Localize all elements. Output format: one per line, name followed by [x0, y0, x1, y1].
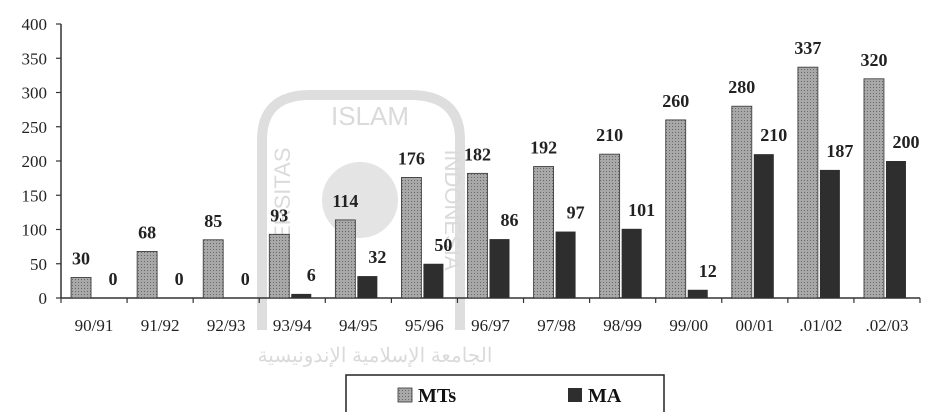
bar-mts [665, 119, 687, 299]
legend-label-ma: MA [588, 385, 622, 407]
y-tick-label: 350 [22, 49, 48, 68]
y-axis-ticks: 0 50 100 150 200 250 300 350 400 [22, 15, 61, 308]
x-tick-label: .02/03 [865, 316, 908, 335]
data-label-mts: 68 [138, 222, 156, 242]
seal-emblem [322, 162, 398, 238]
x-tick-label: 93/94 [273, 316, 312, 335]
y-tick-label: 50 [30, 255, 47, 274]
x-tick-label: 97/98 [537, 316, 576, 335]
data-label-mts: 280 [728, 77, 755, 97]
data-label-ma: 200 [892, 132, 919, 152]
watermark-arabic-text: الجامعة الإسلامية الإندونيسية [258, 345, 493, 368]
bar-ma [489, 239, 510, 298]
data-label-ma: 0 [109, 269, 118, 289]
y-tick-label: 200 [22, 152, 48, 171]
data-label-ma: 0 [175, 269, 184, 289]
data-label-mts: 30 [72, 248, 90, 268]
data-label-mts: 182 [464, 144, 491, 164]
bar-mts [599, 153, 621, 299]
data-label-ma: 32 [368, 247, 386, 267]
bar-mts [401, 177, 422, 299]
data-label-mts: 176 [398, 148, 425, 168]
bar-mts [863, 78, 885, 299]
data-label-ma: 50 [434, 235, 452, 255]
legend: MTs MA [345, 374, 665, 412]
bar-mts [731, 105, 753, 299]
x-tick-label: 95/96 [405, 316, 444, 335]
bar-ma [621, 228, 642, 298]
legend-swatch-ma [568, 388, 582, 402]
data-label-ma: 12 [699, 261, 717, 281]
bar-mts [533, 166, 554, 299]
data-label-ma: 0 [241, 269, 250, 289]
watermark-seal: ISLAM UNIVERSITAS INDONESIA الجامعة الإس… [257, 90, 493, 368]
bar-mts [202, 239, 224, 299]
data-label-mts: 192 [530, 137, 557, 157]
y-tick-label: 150 [22, 186, 48, 205]
x-tick-label: 00/01 [735, 316, 774, 335]
bar-ma [687, 289, 708, 298]
x-tick-label: 99/00 [669, 316, 708, 335]
bar-mts [467, 172, 488, 299]
data-label-ma: 210 [760, 125, 787, 145]
bar-mts [70, 277, 92, 299]
x-tick-label: 98/99 [603, 316, 642, 335]
data-label-ma: 86 [501, 210, 519, 230]
y-tick-label: 400 [22, 15, 48, 34]
data-label-mts: 260 [662, 91, 689, 111]
bar-ma [753, 154, 774, 298]
legend-swatch-mts [397, 387, 413, 403]
data-label-mts: 93 [270, 205, 288, 225]
data-label-ma: 6 [307, 265, 316, 285]
bar-ma [885, 161, 906, 298]
data-label-mts: 337 [794, 38, 821, 58]
watermark-right-text: INDONESIA [440, 149, 465, 270]
x-tick-label: 96/97 [471, 316, 510, 335]
x-axis-ticks: 90/91 91/92 92/93 93/94 94/95 95/96 96/97 97/98… [60, 298, 921, 335]
data-label-ma: 101 [628, 200, 655, 220]
x-tick-label: 91/92 [141, 316, 180, 335]
y-tick-label: 100 [22, 221, 48, 240]
x-tick-label: 92/93 [207, 316, 246, 335]
data-label-ma: 97 [567, 203, 585, 223]
y-tick-label: 250 [22, 118, 48, 137]
data-labels: 30 0 68 0 85 0 93 6 114 32 176 50 182 86 192 97 210 101 26… [72, 38, 919, 289]
bar-ma [819, 169, 840, 298]
data-label-mts: 320 [860, 50, 887, 70]
bar-mts [268, 233, 290, 299]
x-tick-label: 90/91 [75, 316, 114, 335]
seal-outline [257, 90, 465, 330]
bar-ma [357, 276, 378, 298]
data-label-mts: 210 [596, 125, 623, 145]
bar-ma [423, 263, 444, 298]
data-label-mts: 114 [332, 191, 358, 211]
legend-label-mts: MTs [418, 385, 456, 407]
bar-mts [334, 219, 356, 299]
x-tick-label: .01/02 [799, 316, 842, 335]
data-label-ma: 187 [826, 141, 853, 161]
bars [70, 66, 906, 299]
x-tick-label: 94/95 [339, 316, 378, 335]
bar-mts [797, 66, 819, 299]
watermark-top-text: ISLAM [331, 101, 409, 131]
data-label-mts: 85 [204, 211, 222, 231]
y-tick-label: 300 [22, 84, 48, 103]
bar-ma [555, 231, 576, 298]
y-tick-label: 0 [39, 289, 48, 308]
bar-mts [136, 251, 158, 299]
bar-ma [291, 293, 312, 298]
